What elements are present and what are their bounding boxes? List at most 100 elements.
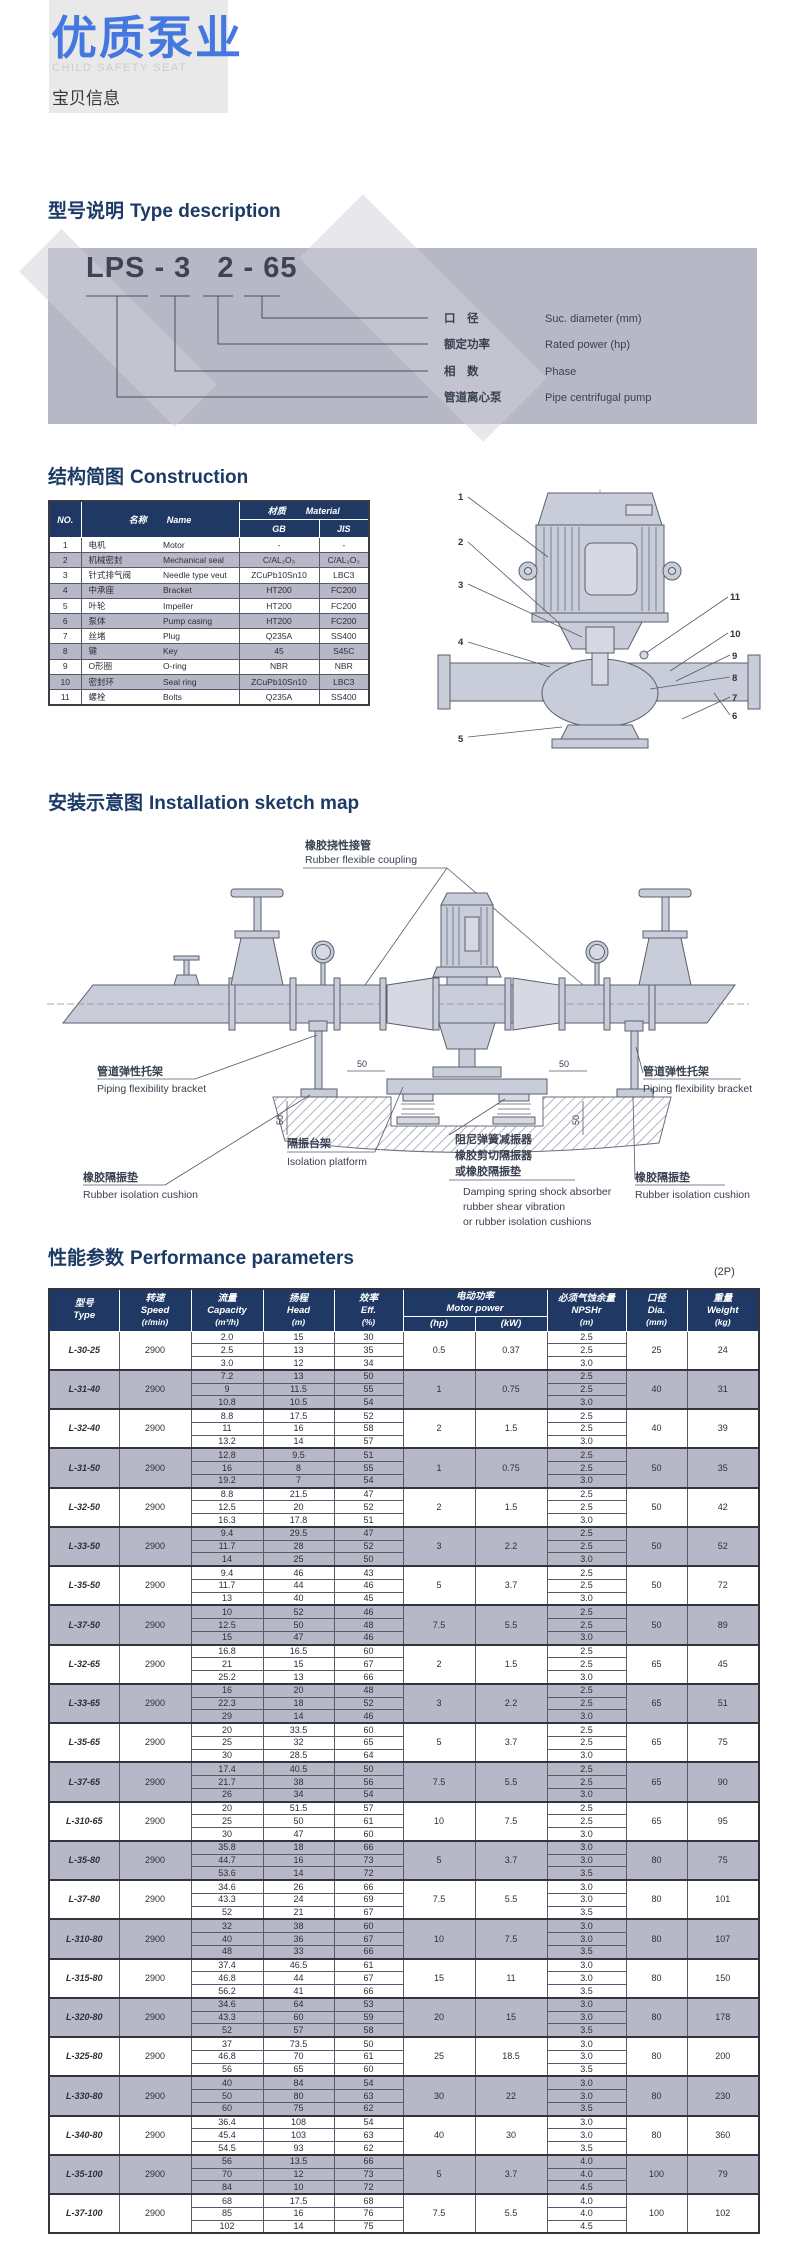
pump-construction-diagram: 1 2 3 4 5 11 10 9 8 7 6 — [437, 489, 761, 749]
perf-row-L-37-50: 12.5 50 48 2.5 — [49, 1618, 759, 1632]
perf-row-L-35-65: 30 28.5 64 3.0 — [49, 1748, 759, 1764]
callout-6: 6 — [732, 711, 737, 722]
perf-row-L-35-65: L-35-65 2900 20 33.5 60 5 3.7 2.5 65 75 — [48, 1722, 760, 1764]
pt-header-npshr: 必须气蚀余量 NPSHr (m) — [546, 1288, 627, 1332]
perf-row-L-37-100: L-37-100 2900 68 17.5 68 7.5 5.5 4.0 100 102 — [48, 2193, 760, 2235]
heading-cn: 性能参数 — [48, 1248, 125, 1269]
poles-note: (2P) — [714, 1266, 735, 1278]
perf-row-L-33-50: 14 25 50 3.0 — [49, 1552, 759, 1568]
perf-row-L-37-50: L-37-50 2900 10 52 46 7.5 5.5 2.5 50 89 — [48, 1604, 760, 1646]
heading-cn: 结构简图 — [48, 467, 125, 488]
platform-label-en: Isolation platform — [287, 1156, 367, 1168]
dim-50: 50 — [559, 1059, 569, 1069]
perf-row-L-310-65: 25 50 61 2.5 — [49, 1814, 759, 1829]
damper-label-en3: or rubber isolation cushions — [463, 1216, 591, 1228]
perf-row-L-315-80: 56.2 41 66 3.5 — [49, 1984, 759, 1999]
ct-header-gb: GB — [238, 519, 320, 538]
ct-header-no: NO. — [48, 500, 82, 538]
installation-diagram: 橡胶挠性接管 Rubber flexible coupling — [47, 838, 752, 1228]
performance-table: 型号 Type 转速 Speed (r/min) 流量 Capacity (m³/h) 扬… — [48, 1288, 760, 2235]
damper-label-cn3: 或橡胶隔振垫 — [455, 1164, 521, 1178]
callout-4: 4 — [458, 637, 464, 648]
perf-row-L-31-50: 16 8 55 2.5 — [49, 1461, 759, 1475]
brand-title: 优质泵业 — [51, 12, 243, 64]
perf-row-L-35-80: 44.7 16 73 3.0 — [49, 1853, 759, 1868]
dim-50: 50 — [275, 1115, 285, 1125]
cushion-label-en: Rubber isolation cushion — [635, 1189, 750, 1201]
perf-row-L-31-40: L-31-40 2900 7.2 13 50 1 0.75 2.5 40 31 — [48, 1369, 760, 1411]
legend-en: Pipe centrifugal pump — [545, 392, 651, 404]
perf-row-L-32-65: 25.2 13 66 3.0 — [49, 1670, 759, 1685]
model-legend-diagram: 口 径 Suc. diameter (mm) 额定功率 Rated power … — [86, 295, 651, 404]
legend-en: Rated power (hp) — [545, 339, 630, 351]
perf-row-L-32-50: 16.3 17.8 51 3.0 — [49, 1513, 759, 1528]
construction-row: 7 丝堵 Plug Q235A SS400 — [48, 628, 370, 645]
perf-row-L-33-65: L-33-65 2900 16 20 48 3 2.2 2.5 65 51 — [48, 1683, 760, 1725]
perf-row-L-35-50: 13 40 45 3.0 — [49, 1591, 759, 1607]
platform-label-cn: 隔振台架 — [287, 1136, 331, 1150]
perf-row-L-310-80: L-310-80 2900 32 38 60 10 7.5 3.0 80 107 — [48, 1918, 760, 1960]
heading-en: Performance parameters — [130, 1248, 354, 1269]
perf-row-L-32-65: L-32-65 2900 16.8 16.5 60 2 1.5 2.5 65 45 — [48, 1644, 760, 1685]
section-heading-construction: 结构简图 Construction — [48, 462, 248, 489]
perf-row-L-31-40: 9 11.5 55 2.5 — [49, 1382, 759, 1397]
dim-50: 50 — [357, 1059, 367, 1069]
pt-header-motor-power: 电动功率 Motor power — [402, 1288, 548, 1317]
ct-header-name: 名称 Name — [80, 500, 240, 538]
perf-row-L-32-40: L-32-40 2900 8.8 17.5 52 2 1.5 2.5 40 39 — [48, 1408, 760, 1450]
callout-5: 5 — [458, 734, 464, 745]
perf-row-L-340-80: L-340-80 2900 36.4 108 54 40 30 3.0 80 360 — [48, 2115, 760, 2156]
pt-header-type: 型号 Type — [48, 1288, 120, 1332]
callout-10: 10 — [730, 629, 741, 640]
perf-row-L-33-65: 22.3 18 52 2.5 — [49, 1696, 759, 1711]
perf-row-L-310-65: L-310-65 2900 20 51.5 57 10 7.5 2.5 65 95 — [48, 1801, 760, 1842]
construction-row: 8 键 Key 45 S45C — [48, 643, 370, 660]
perf-row-L-35-50: 11.7 44 46 2.5 — [49, 1578, 759, 1593]
construction-row: 11 螺栓 Bolts Q235A SS400 — [48, 688, 370, 706]
perf-row-L-340-80: 54.5 93 62 3.5 — [49, 2141, 759, 2156]
perf-row-L-37-100: 102 14 75 4.5 — [49, 2219, 759, 2235]
section-heading-type-description: 型号说明 Type description — [48, 196, 281, 223]
construction-row: 6 泵体 Pump casing HT200 FC200 — [48, 612, 370, 630]
header-background — [49, 0, 228, 113]
perf-row-L-37-80: 52 21 67 3.5 — [49, 1905, 759, 1921]
perf-row-L-37-50: 15 47 46 3.0 — [49, 1630, 759, 1646]
construction-row: 4 中承座 Bracket HT200 FC200 — [48, 582, 370, 599]
damper-label-en1: Damping spring shock absorber — [463, 1186, 612, 1198]
perf-row-L-310-80: 48 33 66 3.5 — [49, 1944, 759, 1960]
bracket-label-cn: 管道弹性托架 — [643, 1064, 709, 1078]
perf-row-L-35-80: L-35-80 2900 35.8 18 66 5 3.7 3.0 80 75 — [48, 1840, 760, 1882]
perf-row-L-30-25: L-30-25 2900 2.0 15 30 0.5 0.37 2.5 25 24 — [48, 1330, 760, 1371]
callout-7: 7 — [732, 693, 737, 704]
ct-header-jis: JIS — [318, 519, 370, 538]
perf-row-L-30-25: 2.5 13 35 2.5 — [49, 1343, 759, 1358]
perf-row-L-325-80: L-325-80 2900 37 73.5 50 25 18.5 3.0 80 200 — [48, 2036, 760, 2078]
construction-row: 1 电机 Motor - - — [48, 536, 370, 554]
perf-row-L-35-80: 53.6 14 72 3.5 — [49, 1866, 759, 1882]
callout-2: 2 — [458, 537, 463, 548]
perf-row-L-33-65: 29 14 46 3.0 — [49, 1709, 759, 1725]
legend-cn: 相 数 — [444, 364, 479, 378]
callout-9: 9 — [732, 651, 737, 662]
heading-en: Type description — [130, 201, 281, 222]
perf-row-L-330-80: 60 75 62 3.5 — [49, 2101, 759, 2117]
pt-header-kw: (kW) — [474, 1315, 548, 1332]
pt-header-eff: 效率 Eff. (%) — [333, 1288, 404, 1332]
damper-label-en2: rubber shear vibration — [463, 1201, 565, 1213]
pt-header-weight: 重量 Weight (kg) — [686, 1288, 760, 1332]
construction-table: NO. 名称 Name 材质 Material GB JIS 1 电机 Motor - -2… — [48, 500, 370, 707]
perf-row-L-37-65: L-37-65 2900 17.4 40.5 50 7.5 5.5 2.5 65 90 — [48, 1761, 760, 1803]
pt-header-head: 扬程 Head (m) — [262, 1288, 335, 1332]
pt-header-capacity: 流量 Capacity (m³/h) — [190, 1288, 264, 1332]
brand-tagline: 宝贝信息 — [52, 89, 120, 108]
perf-row-L-32-50: L-32-50 2900 8.8 21.5 47 2 1.5 2.5 50 42 — [48, 1487, 760, 1528]
construction-row: 3 针式排气阀 Needle type veut ZCuPb10Sn10 LBC3 — [48, 567, 370, 584]
coupling-label-cn: 橡胶挠性接管 — [305, 838, 371, 852]
coupling-label-en: Rubber flexible coupling — [305, 854, 417, 866]
ct-header-material: 材质 Material — [238, 500, 370, 520]
perf-row-L-325-80: 56 65 60 3.5 — [49, 2062, 759, 2078]
perf-row-L-310-65: 30 47 60 3.0 — [49, 1827, 759, 1842]
